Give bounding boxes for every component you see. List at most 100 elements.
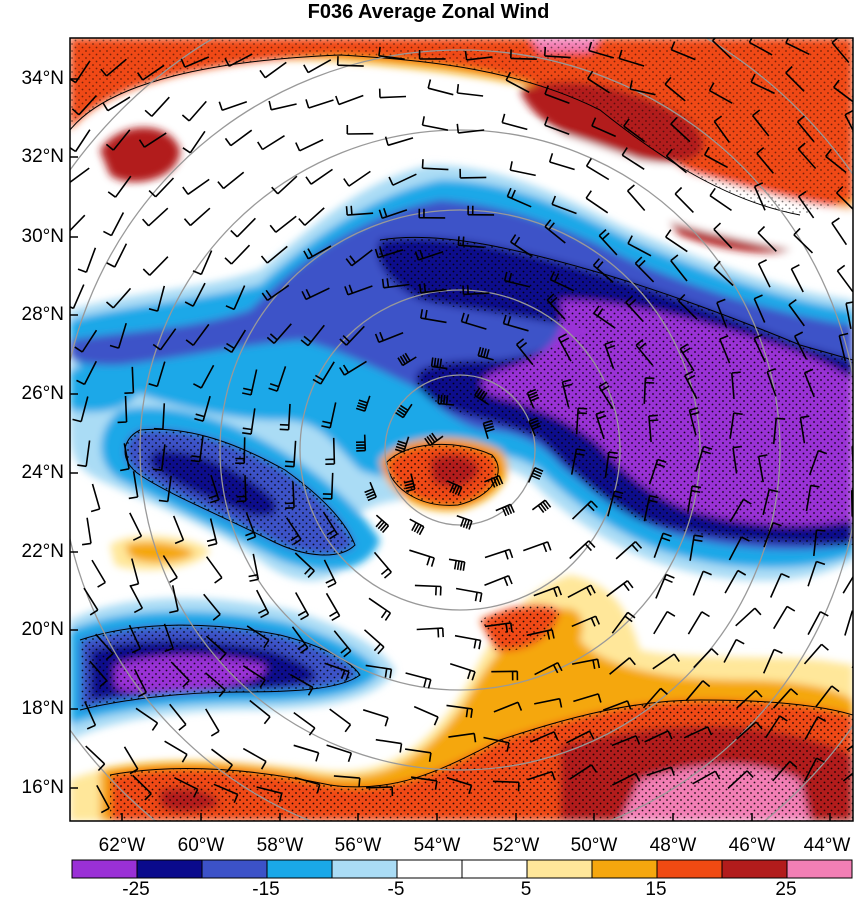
lon-label-56w: 56°W [334,835,382,856]
wind-barb [807,610,829,635]
wind-barb [89,660,108,688]
wind-barb [793,227,814,254]
wind-barb [831,38,850,64]
wind-barb [70,167,90,184]
wind-barb [571,615,601,628]
wind-barb [164,740,188,763]
wind-barb [674,186,694,213]
wind-barb [335,94,364,106]
wind-barb [557,333,572,362]
wind-barb [842,575,853,594]
wind-barb [627,235,652,257]
wind-barb [677,293,698,320]
wind-barb [333,630,352,658]
wind-barb [736,689,763,709]
wind-barb [803,368,815,398]
colorbar-swatch [656,859,723,879]
wind-barb [598,381,614,410]
wind-barb [502,314,529,332]
wind-barb [106,243,128,268]
wind-barb [503,271,531,288]
wind-barb [366,786,394,797]
wind-barb [689,534,704,561]
wind-barb [611,735,641,747]
wind-barb [375,514,390,534]
wind-barb [836,264,853,293]
wind-barb [344,284,373,296]
lon-label-58w: 58°W [256,835,304,856]
wind-barb [169,585,179,614]
wind-barb [404,748,432,762]
wind-barb [808,449,828,476]
wind-barb [762,648,783,674]
wind-barb [81,517,92,546]
wind-barb [544,219,566,244]
wind-barb [152,444,166,471]
wind-barb [462,285,490,296]
wind-barb [397,352,417,367]
wind-barb [256,786,283,803]
wind-barb [643,495,659,522]
wind-barb [621,147,645,170]
wind-barb [279,403,291,431]
wind-barb [652,653,680,670]
map-frame [69,37,854,822]
wind-barb [551,195,577,215]
wind-barb [269,215,297,233]
wind-barb [833,79,853,103]
wind-barb [409,518,425,536]
wind-barb [448,558,466,571]
wind-barb [142,256,169,276]
wind-barb [670,116,691,143]
wind-barb [405,672,432,689]
wind-barb [418,50,446,60]
wind-barb [182,130,206,154]
wind-barb [74,329,98,353]
wind-barb [284,481,295,509]
wind-barb [713,260,734,287]
wind-barb [546,293,566,320]
wind-barb [236,475,247,503]
wind-barb [506,187,532,208]
wind-barb [182,178,210,195]
wind-barb [612,772,641,786]
wind-barb [378,46,405,60]
wind-barb [534,661,563,676]
wind-barb [788,298,805,327]
wind-barb [144,96,170,117]
wind-barb [804,716,827,740]
wind-barb [567,584,596,599]
wind-barb [90,483,101,513]
wind-barb [571,500,598,520]
wind-barb [838,332,849,362]
wind-barb [803,757,825,782]
wind-barb [128,471,139,500]
wind-barb [71,94,97,116]
wind-barb [790,264,804,293]
wind-barb [162,555,178,583]
wind-barb [484,548,514,560]
wind-barb [70,284,85,310]
wind-barb [797,190,815,219]
wind-barb [395,403,413,419]
colorbar-label: -5 [387,879,405,900]
wind-barb [751,109,770,137]
wind-barb [585,190,609,214]
chart-title: F036 Average Zonal Wind [307,1,550,23]
wind-barb [692,770,721,785]
wind-barb [484,574,513,587]
wind-barb [378,207,408,219]
wind-barb [194,395,211,422]
wind-barb [842,772,853,782]
wind-barb [805,484,820,512]
wind-barb [604,340,616,369]
wind-barb [368,597,392,621]
wind-barb [72,396,89,423]
wind-barb [484,622,513,633]
wind-barb [268,100,297,111]
wind-barb [687,611,710,635]
wind-barb [456,123,485,134]
wind-barb [566,730,595,744]
contour-lines [70,54,853,788]
wind-barb [602,700,632,711]
